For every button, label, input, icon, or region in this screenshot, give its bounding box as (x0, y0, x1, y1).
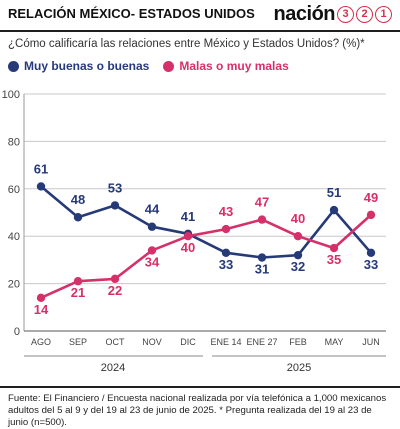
brand-digit-1: 3 (337, 5, 354, 23)
data-label-negative: 34 (145, 254, 160, 269)
year-label-2025: 2025 (287, 362, 311, 374)
data-label-negative: 14 (34, 302, 49, 317)
y-tick-label: 40 (8, 231, 20, 243)
data-label-negative: 40 (181, 240, 195, 255)
x-tick-label: AGO (31, 337, 51, 347)
data-point-negative (110, 274, 120, 284)
data-label-positive: 53 (108, 180, 122, 195)
survey-question: ¿Cómo calificaría las relaciones entre M… (8, 38, 365, 50)
data-point-positive (147, 222, 157, 231)
x-tick-label: JUN (362, 337, 380, 347)
x-tick-label: DIC (180, 337, 196, 347)
data-point-positive (257, 253, 267, 262)
legend-label-negative: Malas o muy malas (179, 59, 289, 73)
line-chart: 0 20 40 60 80 100 AGO SEP OCT NOV DIC ENE 14 ENE 27 F… (2, 89, 386, 374)
data-point-positive (329, 205, 339, 215)
data-point-positive (366, 248, 376, 257)
legend-item-negative: Malas o muy malas (163, 59, 289, 73)
data-label-positive: 61 (34, 161, 48, 176)
brand-word: nación (273, 2, 336, 25)
x-tick-label: FEB (289, 337, 307, 347)
legend-label-positive: Muy buenas o buenas (24, 59, 150, 73)
section-title: RELACIÓN MÉXICO- ESTADOS UNIDOS (8, 6, 255, 21)
footer: Fuente: El Financiero / Encuesta naciona… (0, 386, 400, 428)
data-point-positive (73, 213, 83, 222)
data-label-positive: 31 (255, 262, 269, 277)
series-line-negative (40, 213, 372, 299)
brand-digit-2: 2 (356, 5, 373, 23)
data-point-negative (183, 232, 193, 241)
data-point-positive (221, 248, 231, 257)
source-note: Fuente: El Financiero / Encuesta naciona… (8, 393, 387, 428)
legend-item-positive: Muy buenas o buenas (8, 59, 149, 73)
header-bar: RELACIÓN MÉXICO- ESTADOS UNIDOS nación 3… (0, 0, 400, 32)
data-label-positive: 44 (145, 202, 160, 217)
data-point-negative (257, 215, 267, 224)
data-label-negative: 35 (327, 252, 341, 267)
data-point-negative (36, 293, 46, 303)
x-tick-label: ENE 27 (246, 337, 277, 347)
data-point-negative (366, 210, 376, 220)
data-label-negative: 40 (291, 211, 305, 226)
y-tick-label: 60 (8, 184, 20, 196)
x-tick-label: SEP (69, 337, 87, 347)
data-label-positive: 41 (181, 209, 195, 224)
data-point-negative (73, 277, 83, 286)
data-point-positive (110, 201, 120, 210)
y-tick-label: 80 (8, 136, 20, 148)
y-tick-label: 20 (8, 279, 20, 291)
y-tick-label: 0 (14, 326, 20, 338)
data-label-negative: 43 (219, 204, 233, 219)
data-point-negative (293, 232, 303, 241)
data-point-negative (221, 224, 231, 234)
y-tick-label: 100 (2, 89, 20, 101)
legend-dot-negative (163, 60, 175, 72)
data-label-positive: 51 (327, 185, 341, 200)
data-label-positive: 32 (291, 259, 305, 274)
data-point-negative (329, 243, 339, 253)
chart-legend: Muy buenas o buenas Malas o muy malas (8, 59, 289, 73)
brand-logo: nación 3 2 1 (274, 2, 392, 26)
data-point-negative (147, 246, 157, 255)
x-tick-label: OCT (106, 337, 126, 347)
data-label-negative: 22 (108, 283, 122, 298)
data-label-negative: 21 (71, 285, 85, 300)
x-tick-label: ENE 14 (210, 337, 241, 347)
data-label-positive: 48 (71, 192, 85, 207)
data-point-positive (36, 182, 46, 191)
series-line-positive (40, 185, 372, 259)
legend-dot-positive (8, 60, 19, 72)
data-point-positive (293, 250, 303, 260)
data-label-positive: 33 (219, 257, 233, 272)
year-label-2024: 2024 (101, 362, 125, 374)
data-label-negative: 49 (364, 190, 378, 205)
x-tick-label: MAY (325, 337, 344, 347)
data-label-negative: 47 (255, 195, 269, 210)
data-label-positive: 33 (364, 257, 378, 272)
brand-digit-3: 1 (375, 5, 392, 23)
x-tick-label: NOV (142, 337, 162, 347)
